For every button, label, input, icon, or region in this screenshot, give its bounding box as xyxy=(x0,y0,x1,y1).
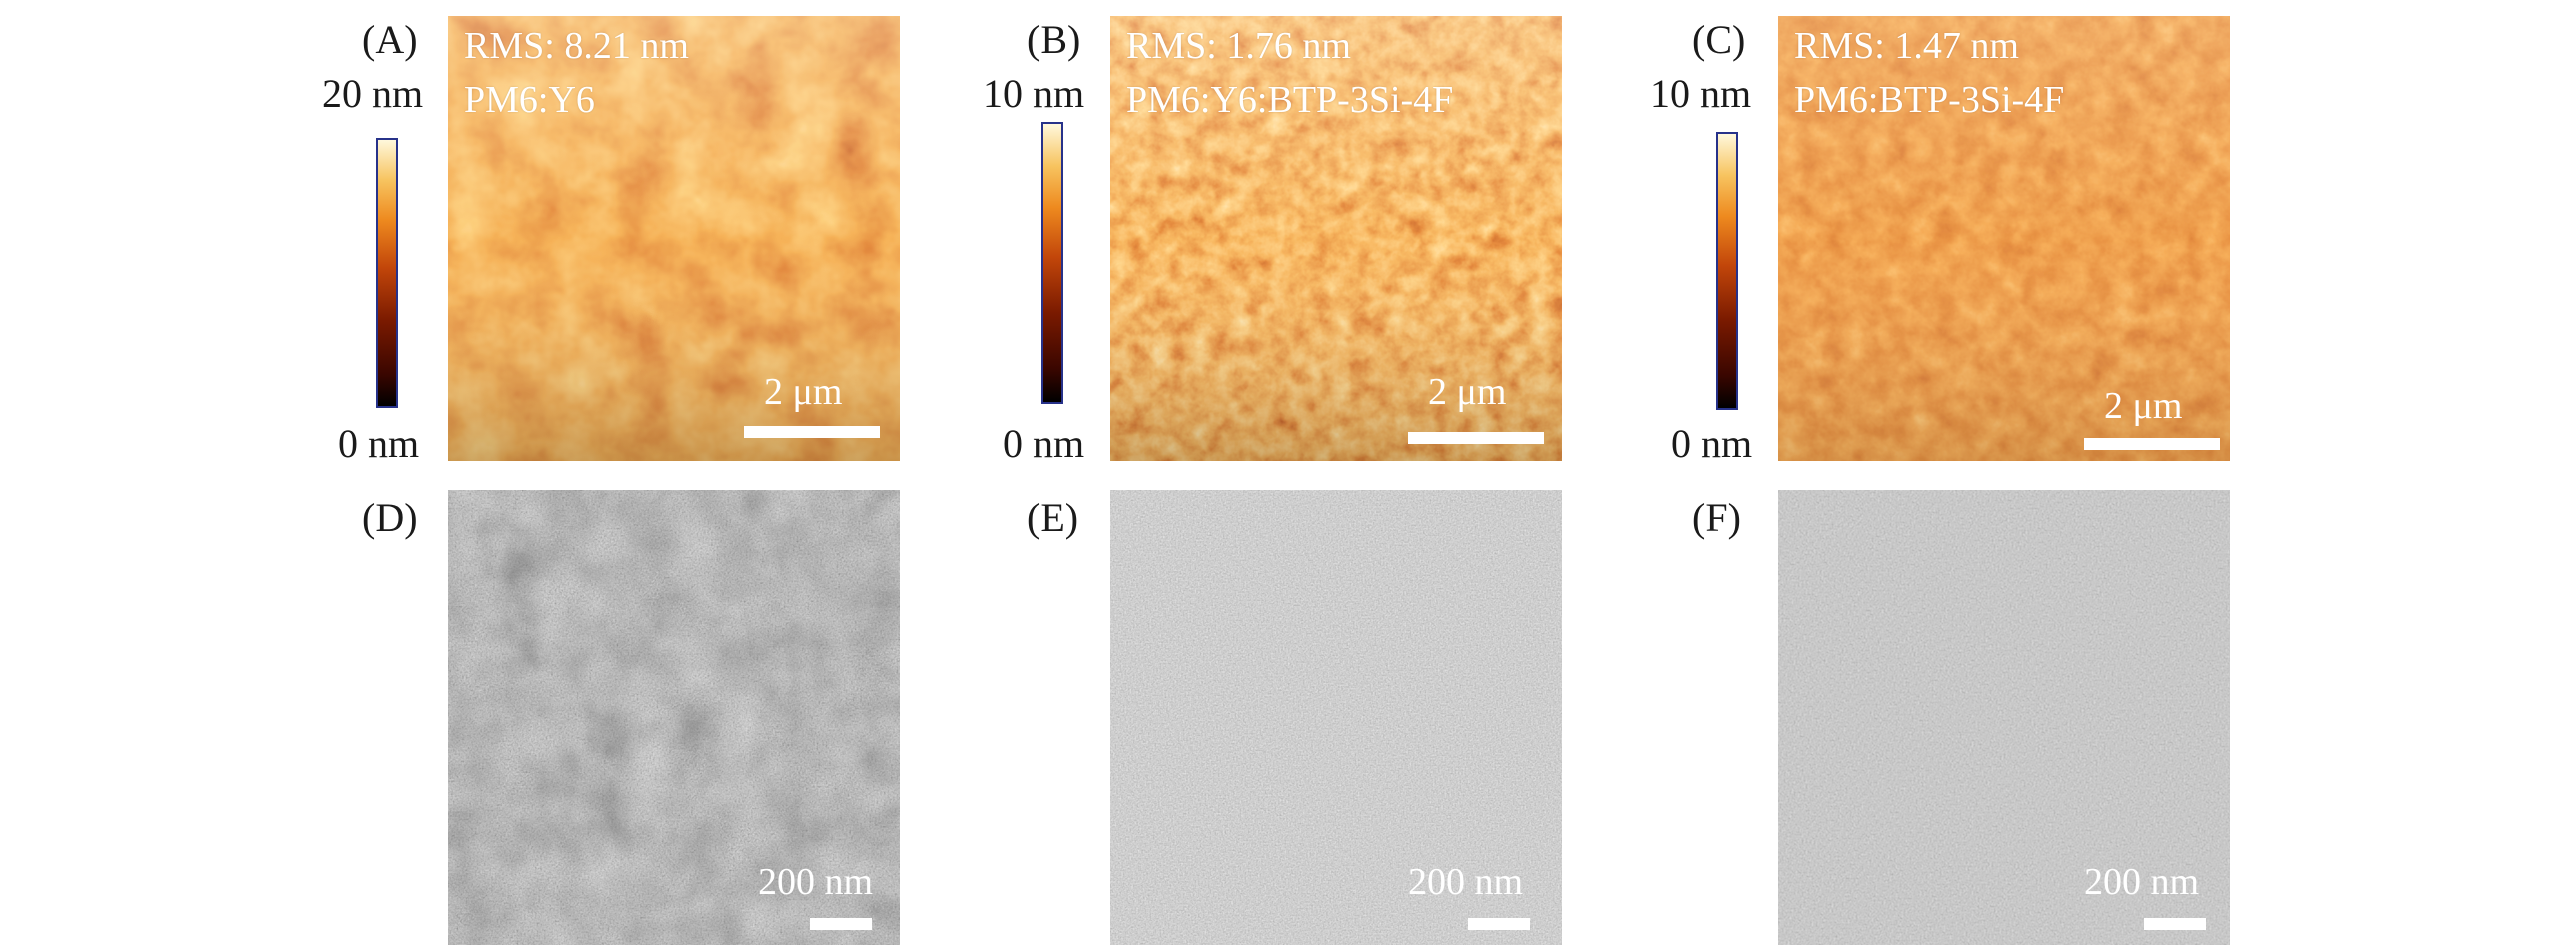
scale-bar-label: 200 nm xyxy=(1408,861,1524,903)
blend-label: PM6:BTP-3Si-4F xyxy=(1794,79,2065,121)
blend-label: PM6:Y6:BTP-3Si-4F xyxy=(1126,79,1454,121)
scale-bar xyxy=(810,918,872,930)
scale-bar xyxy=(2144,918,2206,930)
tem-image-e: 200 nm xyxy=(1110,490,1562,945)
scale-bar-label: 2 μm xyxy=(764,371,843,413)
colorbar-a xyxy=(376,138,398,408)
panel-letter-d: (D) xyxy=(362,495,418,540)
scale-bar-label: 200 nm xyxy=(2084,861,2200,903)
scale-bar-label: 2 μm xyxy=(1428,371,1507,413)
panel-letter-b: (B) xyxy=(1027,17,1081,62)
tem-image-f: 200 nm xyxy=(1778,490,2230,945)
afm-image-c: RMS: 1.47 nm PM6:BTP-3Si-4F 2 μm xyxy=(1778,16,2230,461)
afm-image-b: RMS: 1.76 nm PM6:Y6:BTP-3Si-4F 2 μm xyxy=(1110,16,1562,461)
panel-letter-f: (F) xyxy=(1692,495,1741,540)
scale-bar xyxy=(1408,432,1544,444)
scale-bar-label: 200 nm xyxy=(758,861,874,903)
colorbar-min-label: 0 nm xyxy=(1003,421,1085,466)
colorbar-max-label: 10 nm xyxy=(1650,71,1752,116)
panel-letter-e: (E) xyxy=(1027,495,1079,540)
colorbar-min-label: 0 nm xyxy=(1671,421,1753,466)
colorbar-max-label: 20 nm xyxy=(322,71,424,116)
blend-label: PM6:Y6 xyxy=(464,79,595,121)
afm-image-a: RMS: 8.21 nm PM6:Y6 2 μm xyxy=(448,16,900,461)
scale-bar xyxy=(744,426,880,438)
scale-bar xyxy=(1468,918,1530,930)
panel-letter-a: (A) xyxy=(362,17,418,62)
colorbar-c xyxy=(1716,132,1738,410)
scale-bar-label: 2 μm xyxy=(2104,385,2183,427)
rms-label: RMS: 8.21 nm xyxy=(464,25,689,67)
tem-image-d: 200 nm xyxy=(448,490,900,945)
rms-label: RMS: 1.47 nm xyxy=(1794,25,2019,67)
colorbar-b xyxy=(1041,122,1063,404)
scale-bar xyxy=(2084,438,2220,450)
colorbar-min-label: 0 nm xyxy=(338,421,420,466)
panel-letter-c: (C) xyxy=(1692,17,1746,62)
rms-label: RMS: 1.76 nm xyxy=(1126,25,1351,67)
colorbar-max-label: 10 nm xyxy=(983,71,1085,116)
